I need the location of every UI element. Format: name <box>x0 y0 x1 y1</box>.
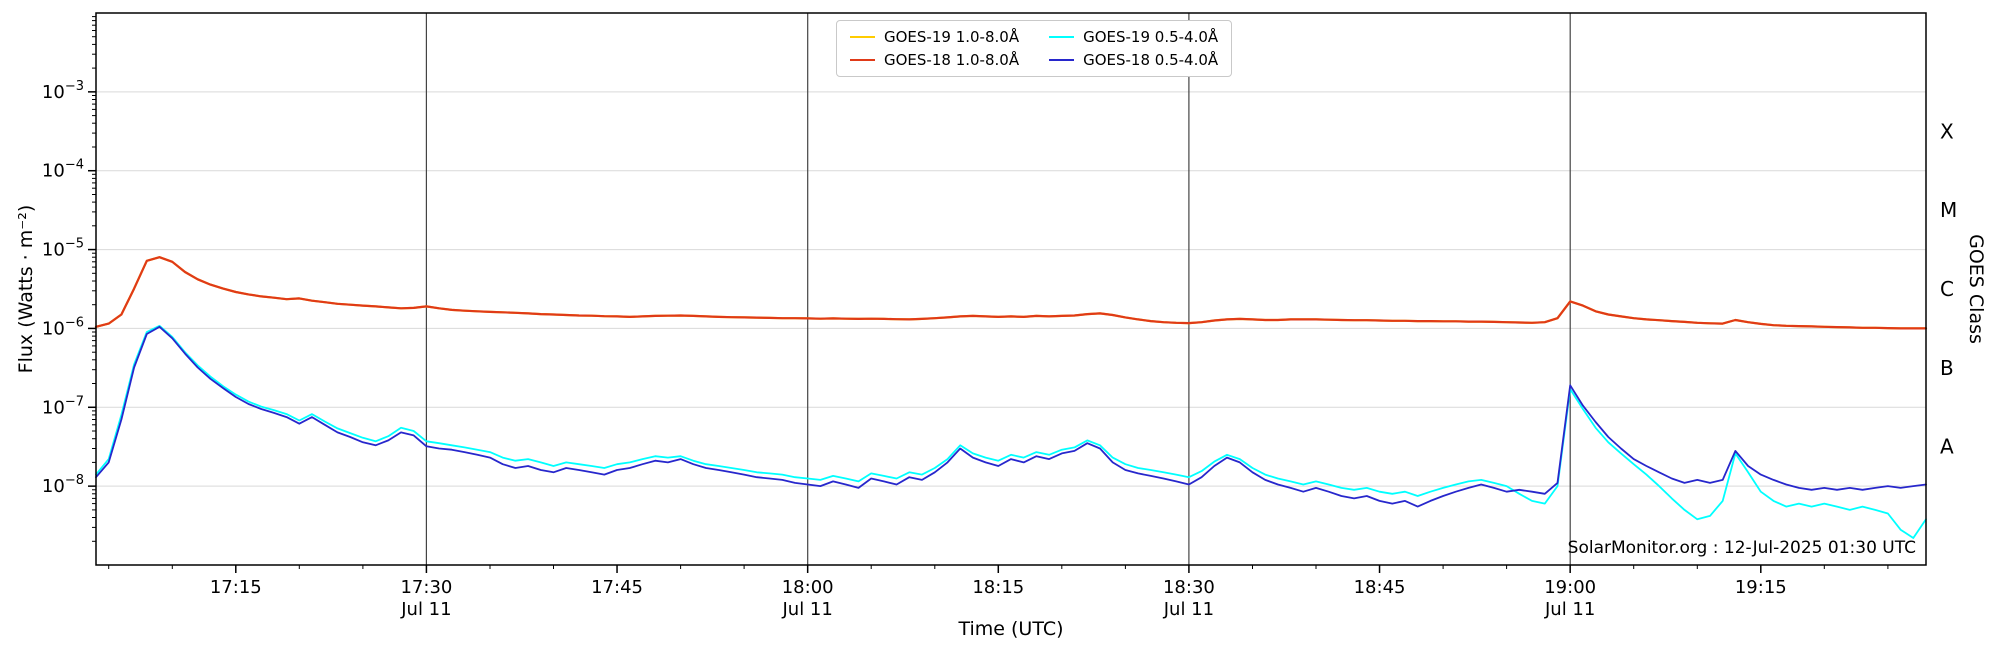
legend-swatch-goes19-long <box>850 36 875 38</box>
plot-frame <box>95 12 1927 566</box>
legend-label: GOES-18 0.5-4.0Å <box>1083 51 1219 69</box>
legend-label: GOES-19 0.5-4.0Å <box>1083 28 1219 46</box>
x-tick-label: 17:30 <box>400 577 452 598</box>
y-tick-label: 10−7 <box>42 394 84 418</box>
legend-label: GOES-19 1.0-8.0Å <box>884 28 1020 46</box>
legend-item-goes18-short: GOES-18 0.5-4.0Å <box>1049 51 1218 69</box>
legend-item-goes18-long: GOES-18 1.0-8.0Å <box>850 51 1019 69</box>
y-tick-label: 10−4 <box>42 158 84 182</box>
x-tick-sublabel: Jul 11 <box>1163 599 1214 620</box>
goes-class-label-A: A <box>1940 435 1954 459</box>
legend-swatch-goes18-long <box>850 59 875 61</box>
goes-class-label-C: C <box>1940 277 1954 301</box>
goes-class-label-B: B <box>1940 356 1954 380</box>
y-tick-label: 10−8 <box>42 473 84 497</box>
legend-swatch-goes18-short <box>1049 59 1075 61</box>
x-tick-label: 18:15 <box>972 577 1024 598</box>
series-goes18-long <box>94 256 1928 330</box>
y-axis-label-right: GOES Class <box>1965 234 1987 344</box>
goes-class-label-X: X <box>1940 119 1954 143</box>
legend-item-goes19-long: GOES-19 1.0-8.0Å <box>850 28 1019 46</box>
watermark-text: SolarMonitor.org : 12-Jul-2025 01:30 UTC <box>1568 538 1916 558</box>
x-tick-sublabel: Jul 11 <box>400 599 451 620</box>
x-tick-label: 18:00 <box>782 577 834 598</box>
x-tick-label: 19:15 <box>1735 577 1787 598</box>
x-tick-label: 18:30 <box>1163 577 1215 598</box>
legend-item-goes19-short: GOES-19 0.5-4.0Å <box>1049 28 1218 46</box>
x-tick-label: 18:45 <box>1354 577 1406 598</box>
x-tick-sublabel: Jul 11 <box>1544 599 1595 620</box>
goes-class-label-M: M <box>1940 198 1957 222</box>
y-tick-label: 10−6 <box>42 315 84 339</box>
x-axis-label: Time (UTC) <box>958 618 1064 640</box>
x-tick-label: 19:00 <box>1544 577 1596 598</box>
legend-label: GOES-18 1.0-8.0Å <box>884 51 1020 69</box>
x-tick-sublabel: Jul 11 <box>781 599 832 620</box>
y-tick-label: 10−3 <box>42 79 84 103</box>
legend-swatch-goes19-short <box>1049 36 1075 38</box>
y-axis-label: Flux (Watts · m⁻²) <box>15 204 37 374</box>
x-tick-label: 17:45 <box>591 577 643 598</box>
series-goes19-short <box>95 324 1927 539</box>
x-tick-label: 17:15 <box>210 577 262 598</box>
y-tick-label: 10−5 <box>42 237 84 261</box>
series-goes18-short <box>95 325 1927 508</box>
series-goes19-long <box>94 256 1928 330</box>
legend: GOES-19 1.0-8.0Å GOES-19 0.5-4.0Å GOES-18 … <box>836 20 1233 77</box>
